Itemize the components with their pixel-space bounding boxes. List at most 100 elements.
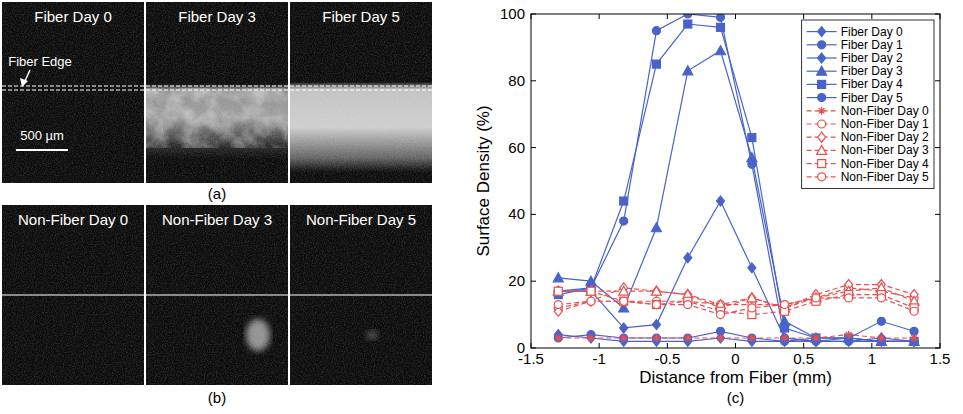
chart: -1.5-1-0.500.511.5020406080100Distance f… xyxy=(474,5,950,387)
reference-line xyxy=(2,294,144,295)
legend-label: Non-Fiber Day 4 xyxy=(841,157,929,171)
x-tick-label: 1.5 xyxy=(930,350,951,367)
marker xyxy=(781,301,789,309)
image-panel xyxy=(290,2,432,183)
panel-label: (c) xyxy=(727,389,745,406)
image-grain xyxy=(2,2,144,183)
marker xyxy=(619,286,629,295)
marker xyxy=(652,334,660,342)
marker xyxy=(812,334,820,342)
marker xyxy=(811,293,821,302)
marker xyxy=(748,293,756,303)
y-tick-label: 40 xyxy=(508,205,525,222)
marker xyxy=(818,53,826,63)
plot-frame xyxy=(531,14,940,348)
x-tick xyxy=(735,343,736,348)
panel-title: Fiber Day 0 xyxy=(34,8,112,25)
x-tick-label: -1 xyxy=(592,350,605,367)
marker xyxy=(651,223,661,232)
image-background xyxy=(146,2,288,183)
marker xyxy=(684,253,692,263)
series-line xyxy=(558,298,914,315)
y-tick xyxy=(531,214,536,215)
x-axis-title: Distance from Fiber (mm) xyxy=(639,368,832,387)
marker xyxy=(818,27,826,37)
image-background xyxy=(2,2,144,183)
marker xyxy=(877,317,885,325)
marker xyxy=(845,294,853,302)
marker xyxy=(684,14,692,18)
series-line xyxy=(558,201,914,341)
marker xyxy=(717,334,725,342)
panel-title: Fiber Day 5 xyxy=(322,8,400,25)
image-background xyxy=(146,205,288,385)
marker xyxy=(652,286,660,296)
series-line xyxy=(558,321,914,341)
y-tick-label: 20 xyxy=(508,272,525,289)
fiber-edge-line xyxy=(146,86,288,87)
x-tick xyxy=(599,343,600,348)
marker xyxy=(812,334,820,342)
marker xyxy=(652,320,660,330)
marker xyxy=(620,297,628,305)
legend-label: Non-Fiber Day 3 xyxy=(841,143,929,157)
legend-label: Non-Fiber Day 1 xyxy=(841,117,929,131)
marker xyxy=(748,334,756,342)
marker xyxy=(781,334,789,342)
marker xyxy=(716,46,726,55)
image-panel xyxy=(146,205,288,385)
marker xyxy=(587,296,595,306)
fluorescence-blotch xyxy=(146,88,288,148)
x-tick xyxy=(871,14,872,19)
reference-line xyxy=(290,294,432,295)
fiber-edge-line xyxy=(146,90,288,91)
scale-bar-label: 500 µm xyxy=(20,128,64,143)
image-panel xyxy=(290,205,432,385)
series-line xyxy=(558,291,914,314)
marker xyxy=(877,334,885,342)
marker xyxy=(587,286,595,296)
marker xyxy=(817,66,827,75)
marker xyxy=(620,297,628,305)
marker xyxy=(845,331,853,339)
marker xyxy=(620,323,628,333)
x-tick xyxy=(803,343,804,348)
marker xyxy=(684,20,692,28)
marker xyxy=(684,334,692,342)
marker xyxy=(587,334,595,342)
panel-label: (a) xyxy=(208,185,226,202)
marker xyxy=(818,132,826,142)
image-row-b: Non-Fiber Day 0Non-Fiber Day 3Non-Fiber … xyxy=(2,205,432,385)
image-background xyxy=(2,205,144,385)
marker xyxy=(652,60,660,68)
panel-title: Fiber Day 3 xyxy=(178,8,256,25)
marker xyxy=(553,273,563,282)
legend-label: Non-Fiber Day 5 xyxy=(841,170,929,184)
panel-title: Non-Fiber Day 5 xyxy=(306,211,416,228)
annotation: Fiber Edge xyxy=(8,54,72,69)
marker xyxy=(620,297,628,305)
fiber-edge-line xyxy=(290,86,432,87)
image-grain xyxy=(146,205,288,385)
legend-label: Fiber Day 3 xyxy=(841,64,903,78)
legend-box xyxy=(802,20,934,188)
series xyxy=(554,280,918,317)
marker xyxy=(910,334,918,342)
marker xyxy=(812,294,820,302)
image-grain xyxy=(2,205,144,385)
series xyxy=(554,330,918,347)
marker xyxy=(553,286,563,295)
image-background xyxy=(290,2,432,183)
legend-label: Fiber Day 2 xyxy=(841,51,903,65)
y-tick xyxy=(531,80,536,81)
marker xyxy=(781,333,789,343)
marker xyxy=(651,286,661,295)
legend-label: Fiber Day 1 xyxy=(841,38,903,52)
marker xyxy=(652,334,660,342)
panel-title: Non-Fiber Day 0 xyxy=(18,211,128,228)
marker xyxy=(817,145,827,154)
marker xyxy=(818,41,826,49)
y-tick xyxy=(935,214,940,215)
image-panel xyxy=(2,2,144,183)
legend: Fiber Day 0Fiber Day 1Fiber Day 2Fiber D… xyxy=(802,20,934,188)
